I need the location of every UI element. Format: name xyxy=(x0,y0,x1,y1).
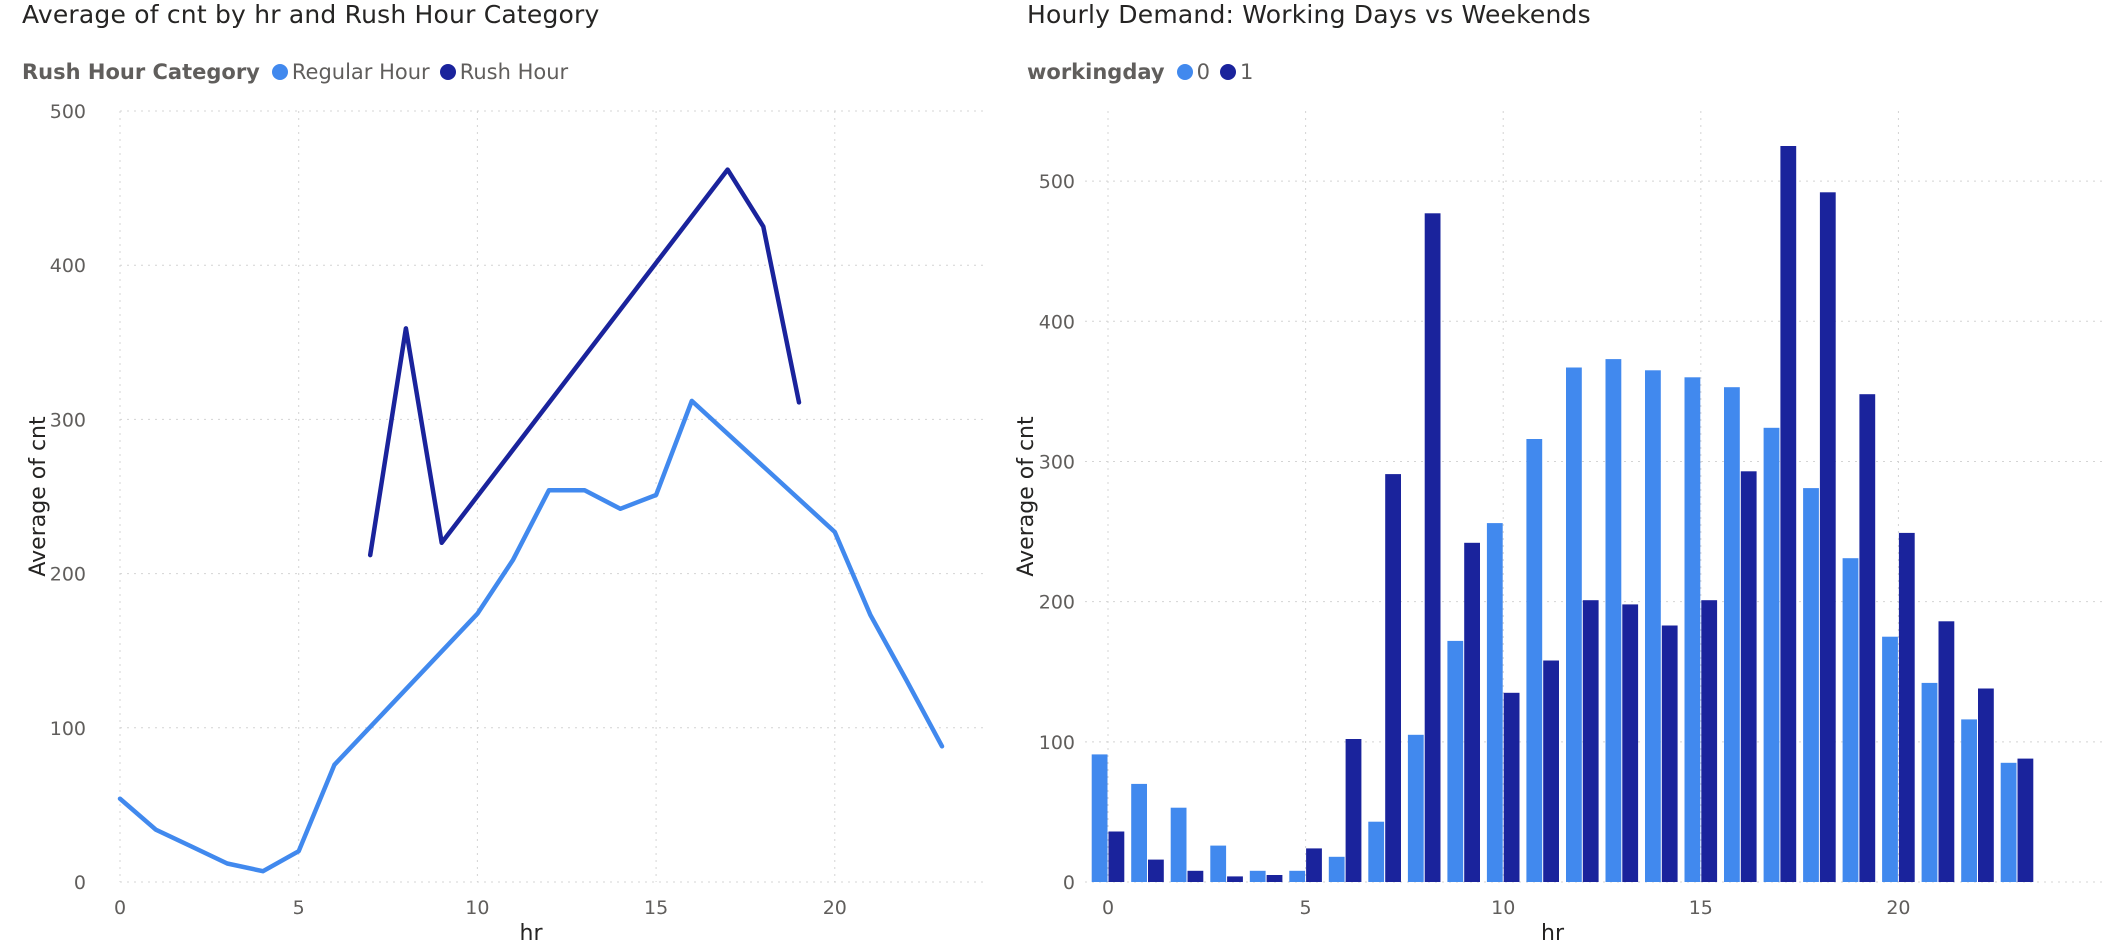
y-tick-label: 300 xyxy=(50,409,86,431)
bar-workingday-1 xyxy=(1582,600,1599,882)
legend-label: Rush Hour xyxy=(459,60,569,84)
bar-workingday-0 xyxy=(1526,439,1543,882)
y-axis-label: Average of cnt xyxy=(1014,416,1039,577)
bar-workingday-1 xyxy=(1424,213,1441,883)
bar-workingday-0 xyxy=(1605,359,1622,883)
bar-chart-panel: Hourly Demand: Working Days vs Weekends … xyxy=(1005,0,2110,948)
y-tick-label: 0 xyxy=(1063,872,1075,894)
x-tick-label: 10 xyxy=(1491,897,1515,919)
bar-workingday-0 xyxy=(1842,558,1859,882)
legend-dot-icon xyxy=(271,64,288,80)
bar-workingday-0 xyxy=(1249,870,1266,882)
bar-workingday-0 xyxy=(1170,807,1187,882)
legend-label: Regular Hour xyxy=(291,60,430,84)
bar-workingday-1 xyxy=(1227,876,1243,882)
legend-item-workingday-0[interactable]: 0 xyxy=(1176,60,1210,84)
bar-workingday-0 xyxy=(1328,856,1345,882)
bar-workingday-0 xyxy=(1131,783,1147,882)
bar-workingday-0 xyxy=(1921,682,1938,882)
bar-workingday-1 xyxy=(1266,875,1283,882)
bar-workingday-1 xyxy=(1385,474,1401,882)
x-tick-label: 15 xyxy=(1689,897,1713,919)
bar-workingday-1 xyxy=(1898,532,1915,882)
y-tick-label: 300 xyxy=(1039,451,1075,473)
y-tick-label: 200 xyxy=(1039,592,1075,614)
bar-workingday-1 xyxy=(1740,471,1757,882)
line-chart-panel: Average of cnt by hr and Rush Hour Categ… xyxy=(0,0,1000,948)
x-tick-label: 15 xyxy=(644,897,668,919)
bar-workingday-0 xyxy=(1210,845,1227,882)
x-tick-label: 10 xyxy=(465,897,489,919)
x-tick-label: 20 xyxy=(1886,897,1910,919)
x-tick-label: 20 xyxy=(823,897,847,919)
y-tick-label: 0 xyxy=(74,872,86,894)
bar-workingday-1 xyxy=(1306,848,1322,882)
bar-workingday-1 xyxy=(2017,758,2034,882)
bar-workingday-0 xyxy=(2000,762,2017,882)
bar-legend-title: workingday xyxy=(1027,60,1165,84)
bar-workingday-1 xyxy=(1464,542,1480,882)
bar-workingday-0 xyxy=(1486,523,1503,882)
y-tick-label: 200 xyxy=(50,564,86,586)
bar-workingday-0 xyxy=(1447,640,1464,882)
bar-workingday-1 xyxy=(1978,688,1994,882)
bar-workingday-0 xyxy=(1882,636,1898,882)
bar-workingday-1 xyxy=(1345,739,1362,882)
legend-dot-icon xyxy=(1176,64,1193,80)
bar-workingday-1 xyxy=(1543,660,1559,882)
bar-workingday-0 xyxy=(1566,367,1582,882)
bar-workingday-1 xyxy=(1187,870,1204,882)
x-axis-label: hr xyxy=(1541,921,1565,946)
bar-workingday-0 xyxy=(1684,377,1701,882)
bar-chart-title: Hourly Demand: Working Days vs Weekends xyxy=(1027,0,1591,29)
legend-item-rush-hour[interactable]: Rush Hour xyxy=(439,60,569,84)
bar-workingday-1 xyxy=(1819,192,1836,883)
y-tick-label: 100 xyxy=(1039,732,1075,754)
y-tick-label: 500 xyxy=(1039,171,1075,193)
bar-workingday-0 xyxy=(1289,870,1306,882)
series-line-regular-hour xyxy=(117,398,945,874)
bar-workingday-0 xyxy=(1803,488,1819,882)
line-chart-legend: Rush Hour Category Regular Hour Rush Hou… xyxy=(22,58,578,86)
legend-item-workingday-1[interactable]: 1 xyxy=(1219,60,1254,84)
bar-workingday-1 xyxy=(1661,625,1678,882)
bar-workingday-1 xyxy=(1701,600,1718,882)
x-tick-label: 0 xyxy=(1102,897,1114,919)
line-chart-plot[interactable]: 0 100 200 300 400 500 0 5 10 15 20 hr Average of cnt xyxy=(0,95,1000,948)
y-tick-label: 400 xyxy=(1039,311,1075,333)
y-axis-label: Average of cnt xyxy=(26,416,51,577)
series-line-rush-hour xyxy=(367,167,802,558)
bar-workingday-1 xyxy=(1108,831,1125,882)
bar-workingday-0 xyxy=(1763,427,1780,882)
x-tick-label: 0 xyxy=(114,897,126,919)
bar-workingday-0 xyxy=(1961,719,1977,882)
bar-workingday-0 xyxy=(1724,387,1740,882)
bar-workingday-1 xyxy=(1503,692,1520,882)
bar-workingday-0 xyxy=(1368,821,1385,882)
legend-dot-icon xyxy=(439,64,456,80)
bar-workingday-1 xyxy=(1938,621,1955,882)
legend-label: 1 xyxy=(1239,60,1254,84)
y-tick-label: 100 xyxy=(50,718,86,740)
legend-item-regular-hour[interactable]: Regular Hour xyxy=(271,60,430,84)
bar-workingday-1 xyxy=(1148,859,1164,882)
bar-workingday-0 xyxy=(1091,754,1108,882)
bar-workingday-1 xyxy=(1780,146,1797,882)
x-tick-label: 5 xyxy=(293,897,305,919)
bar-workingday-1 xyxy=(1622,604,1639,882)
y-tick-label: 400 xyxy=(50,255,86,277)
bar-chart-plot[interactable]: 0 100 200 300 400 500 0 5 10 15 20 hr Average of cnt xyxy=(1005,95,2110,948)
bar-workingday-0 xyxy=(1407,734,1424,882)
line-legend-title: Rush Hour Category xyxy=(22,60,260,84)
bar-chart-legend: workingday 0 1 xyxy=(1027,58,1263,86)
x-tick-label: 5 xyxy=(1300,897,1312,919)
line-chart-title: Average of cnt by hr and Rush Hour Categ… xyxy=(22,0,600,29)
x-axis-label: hr xyxy=(520,921,544,946)
legend-label: 0 xyxy=(1196,60,1210,84)
y-tick-label: 500 xyxy=(50,101,86,123)
legend-dot-icon xyxy=(1219,64,1236,80)
bar-workingday-1 xyxy=(1859,394,1876,882)
bar-workingday-0 xyxy=(1645,370,1661,882)
